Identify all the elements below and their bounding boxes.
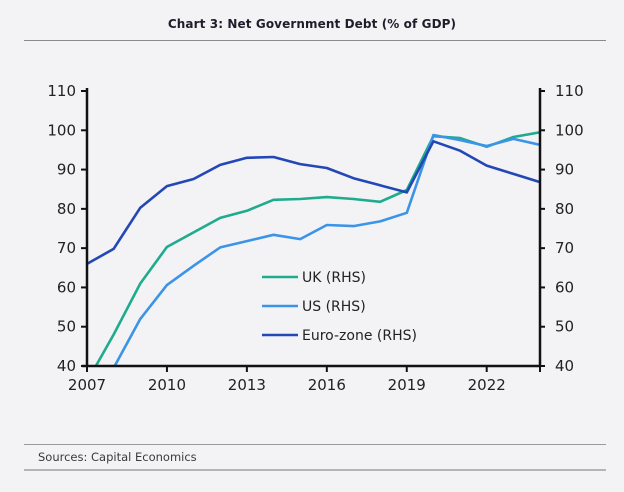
y-tick-label-right: 70 — [555, 239, 574, 257]
x-tick-label: 2022 — [468, 376, 506, 394]
y-tick-label-left: 60 — [57, 278, 76, 296]
y-tick-label-left: 40 — [57, 357, 76, 375]
x-tick-label: 2016 — [308, 376, 346, 394]
y-tick-label-left: 90 — [57, 161, 76, 179]
source-note: Sources: Capital Economics — [38, 450, 197, 464]
y-tick-label-right: 50 — [555, 318, 574, 336]
y-tick-label-right: 80 — [555, 200, 574, 218]
y-tick-label-left: 80 — [57, 200, 76, 218]
top-divider — [24, 40, 606, 41]
y-tick-label-left: 70 — [57, 239, 76, 257]
y-tick-label-right: 60 — [555, 278, 574, 296]
x-tick-label: 2013 — [228, 376, 266, 394]
series-line-0 — [94, 131, 540, 366]
x-tick-label: 2019 — [388, 376, 426, 394]
series-line-2 — [87, 140, 540, 266]
y-tick-label-left: 50 — [57, 318, 76, 336]
legend-label-2: Euro-zone (RHS) — [302, 328, 417, 344]
series-layer — [87, 131, 540, 366]
bottom-divider — [24, 469, 606, 471]
legend-label-0: UK (RHS) — [302, 270, 366, 286]
chart-title: Chart 3: Net Government Debt (% of GDP) — [167, 17, 457, 31]
series-line-1 — [113, 133, 540, 366]
source-top-divider — [24, 444, 606, 445]
legend: UK (RHS) US (RHS) Euro-zone (RHS) — [262, 270, 417, 344]
y-tick-label-left: 100 — [47, 121, 76, 139]
legend-label-1: US (RHS) — [302, 299, 366, 315]
x-tick-label: 2010 — [148, 376, 186, 394]
y-tick-label-right: 40 — [555, 357, 574, 375]
y-tick-label-right: 100 — [555, 121, 584, 139]
y-tick-label-right: 110 — [555, 82, 584, 100]
y-tick-label-left: 110 — [47, 82, 76, 100]
y-tick-label-right: 90 — [555, 161, 574, 179]
axes-layer: 40 40 50 50 60 60 70 70 80 80 90 90 100 100 110 110 2007… — [47, 82, 583, 394]
x-tick-label: 2007 — [68, 376, 106, 394]
